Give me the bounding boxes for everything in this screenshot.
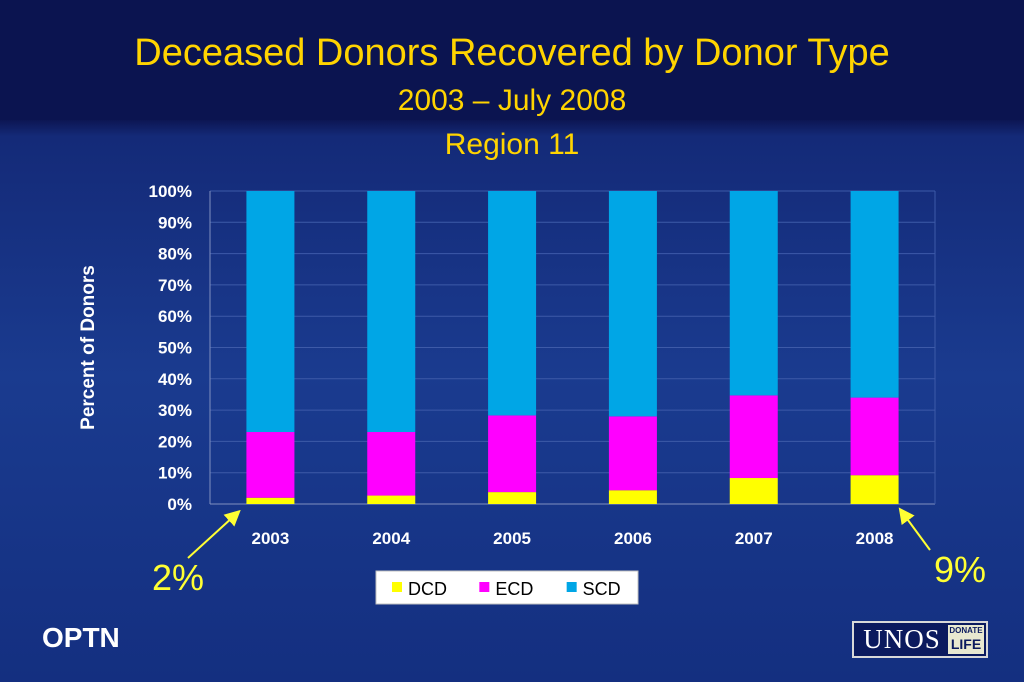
x-tick-label: 2004 (372, 529, 410, 548)
annotation-label-2008: 9% (934, 549, 986, 590)
y-tick-label: 10% (158, 464, 192, 483)
bar-scd-2005 (488, 191, 537, 416)
legend-box (375, 570, 639, 605)
bar-dcd-2004 (367, 495, 416, 504)
chart-subtitle-region: Region 11 (444, 128, 580, 161)
bar-scd-2007 (729, 191, 778, 396)
legend-label-scd: SCD (583, 579, 621, 599)
y-tick-label: 70% (158, 276, 192, 295)
bar-ecd-2006 (608, 416, 657, 491)
x-tick-label: 2007 (735, 529, 773, 548)
y-tick-label: 40% (158, 370, 192, 389)
title-band (0, 0, 1024, 120)
bar-scd-2004 (367, 191, 416, 433)
y-tick-label: 0% (167, 495, 192, 514)
bar-scd-2008 (850, 191, 899, 398)
y-tick-label: 100% (149, 182, 192, 201)
bar-ecd-2004 (367, 432, 416, 496)
bar-ecd-2007 (729, 395, 778, 479)
bar-dcd-2005 (488, 492, 537, 504)
bar-ecd-2003 (246, 432, 295, 498)
y-tick-label: 80% (158, 245, 192, 264)
x-tick-label: 2006 (614, 529, 652, 548)
legend-label-ecd: ECD (495, 579, 533, 599)
bar-dcd-2003 (246, 497, 295, 504)
legend-label-dcd: DCD (408, 579, 447, 599)
y-axis-label: Percent of Donors (78, 265, 99, 430)
legend-swatch-dcd (392, 582, 402, 592)
y-tick-label: 90% (158, 213, 192, 232)
y-tick-label: 50% (158, 339, 192, 358)
bar-ecd-2008 (850, 397, 899, 476)
chart-subtitle-dates: 2003 – July 2008 (397, 84, 627, 117)
donate-life-badge-top: DONATE (949, 626, 983, 635)
bar-scd-2003 (246, 191, 295, 433)
bar-scd-2006 (608, 191, 657, 417)
x-tick-label: 2008 (856, 529, 894, 548)
legend-swatch-ecd (479, 582, 490, 592)
bar-dcd-2006 (608, 490, 657, 504)
y-tick-label: 30% (158, 401, 192, 420)
unos-donate-life-logo: UNOS DONATE LIFE (852, 621, 988, 658)
bar-ecd-2005 (488, 415, 537, 493)
donate-life-badge: DONATE LIFE (948, 625, 984, 654)
annotation-arrow-2003 (187, 509, 241, 559)
y-tick-label: 20% (158, 432, 192, 451)
y-tick-label: 60% (158, 307, 192, 326)
donate-life-badge-bottom: LIFE (950, 636, 982, 652)
x-tick-label: 2003 (252, 529, 290, 548)
chart-title: Deceased Donors Recovered by Donor Type (134, 32, 890, 74)
bar-dcd-2007 (729, 478, 778, 504)
legend-swatch-scd (566, 582, 577, 592)
optn-label: OPTN (42, 622, 120, 653)
unos-logo-text: UNOS (863, 624, 941, 654)
annotation-label-2003: 2% (152, 557, 204, 598)
x-tick-label: 2005 (493, 529, 531, 548)
bar-dcd-2008 (850, 475, 899, 504)
annotation-arrow-2008 (898, 507, 931, 551)
